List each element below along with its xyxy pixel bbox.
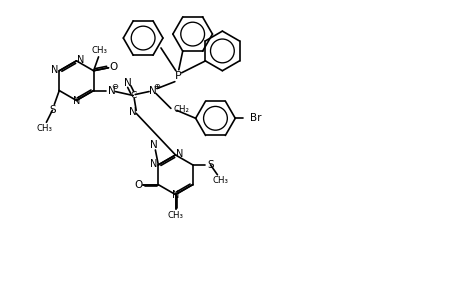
Text: CH₃: CH₃ <box>167 211 183 220</box>
Text: Br: Br <box>250 113 261 123</box>
Text: CH₃: CH₃ <box>91 46 107 56</box>
Text: N: N <box>124 78 132 88</box>
Text: O: O <box>109 62 118 72</box>
Text: N: N <box>107 85 115 96</box>
Text: N: N <box>129 107 137 117</box>
Text: O: O <box>134 180 142 190</box>
Text: S: S <box>49 105 56 116</box>
Text: CH₃: CH₃ <box>36 124 52 133</box>
Text: N: N <box>73 96 80 106</box>
Text: CH₃: CH₃ <box>212 176 228 185</box>
Text: N: N <box>150 159 157 170</box>
Text: ⊖: ⊖ <box>111 82 118 91</box>
Text: N: N <box>149 140 157 150</box>
Text: ⊕: ⊕ <box>153 82 160 91</box>
Text: P: P <box>174 71 181 81</box>
Text: C: C <box>130 91 136 100</box>
Text: N: N <box>149 85 157 96</box>
Text: N: N <box>176 149 183 160</box>
Text: N: N <box>172 190 179 200</box>
Text: CH₂: CH₂ <box>174 105 190 114</box>
Text: N: N <box>77 55 84 65</box>
Text: N: N <box>51 65 58 75</box>
Text: S: S <box>207 160 213 170</box>
